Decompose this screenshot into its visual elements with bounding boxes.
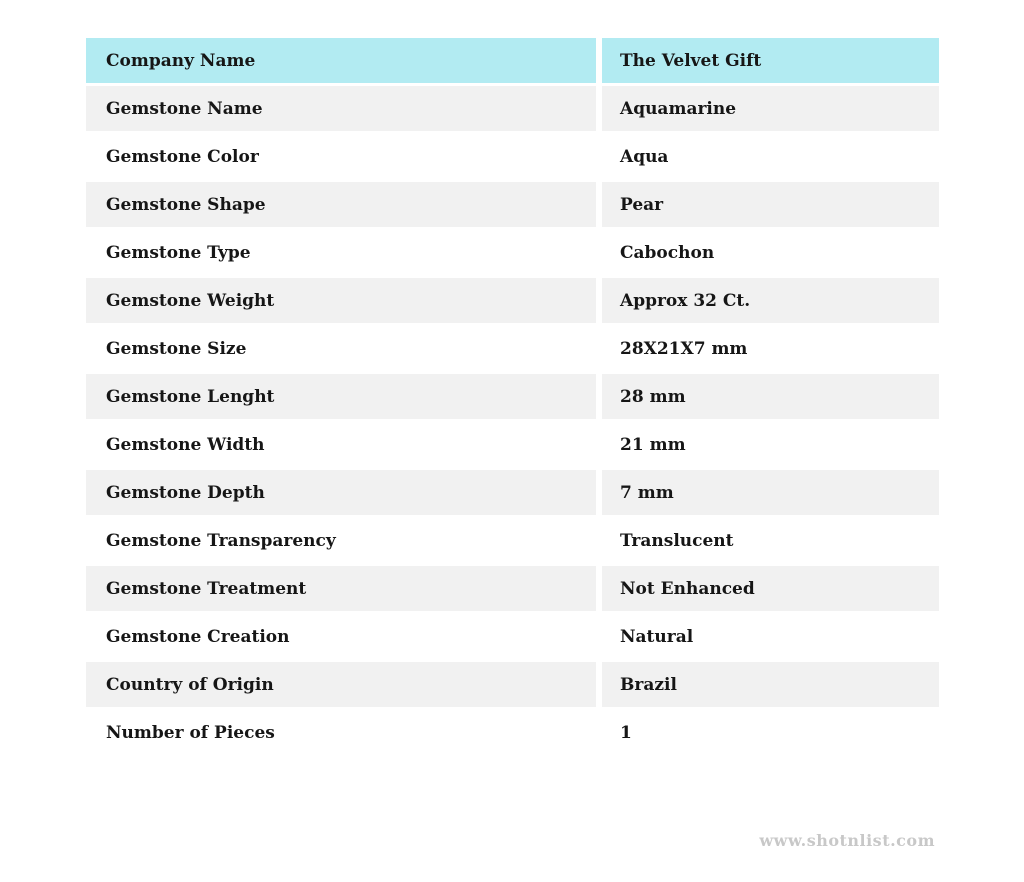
table-body: Gemstone Name Aquamarine Gemstone Color … — [86, 86, 939, 758]
table-row: Country of Origin Brazil — [86, 662, 939, 710]
row-label-cell: Gemstone Creation — [86, 614, 602, 662]
row-value-cell: Cabochon — [602, 230, 939, 278]
row-value-cell: Approx 32 Ct. — [602, 278, 939, 326]
row-label-cell: Gemstone Lenght — [86, 374, 602, 422]
row-label-cell: Gemstone Transparency — [86, 518, 602, 566]
table-row: Gemstone Color Aqua — [86, 134, 939, 182]
table-row: Gemstone Name Aquamarine — [86, 86, 939, 134]
row-value-cell: Translucent — [602, 518, 939, 566]
header-value-cell: The Velvet Gift — [602, 38, 939, 86]
table-row: Gemstone Size 28X21X7 mm — [86, 326, 939, 374]
table-row: Gemstone Type Cabochon — [86, 230, 939, 278]
row-label-cell: Gemstone Color — [86, 134, 602, 182]
row-value-cell: 28 mm — [602, 374, 939, 422]
row-value-cell: Aqua — [602, 134, 939, 182]
table-row: Number of Pieces 1 — [86, 710, 939, 758]
table-row: Gemstone Treatment Not Enhanced — [86, 566, 939, 614]
row-value-cell: 7 mm — [602, 470, 939, 518]
row-label-cell: Gemstone Name — [86, 86, 602, 134]
row-value-cell: 1 — [602, 710, 939, 758]
website-watermark: www.shotnlist.com — [759, 831, 935, 850]
row-value-cell: Not Enhanced — [602, 566, 939, 614]
row-label-cell: Gemstone Type — [86, 230, 602, 278]
row-label-cell: Gemstone Size — [86, 326, 602, 374]
row-value-cell: 28X21X7 mm — [602, 326, 939, 374]
row-value-cell: Brazil — [602, 662, 939, 710]
gemstone-details-table: Company Name The Velvet Gift Gemstone Na… — [86, 38, 939, 758]
table-row: Gemstone Weight Approx 32 Ct. — [86, 278, 939, 326]
row-label-cell: Number of Pieces — [86, 710, 602, 758]
row-value-cell: Pear — [602, 182, 939, 230]
row-label-cell: Gemstone Weight — [86, 278, 602, 326]
row-value-cell: Natural — [602, 614, 939, 662]
table-row: Gemstone Depth 7 mm — [86, 470, 939, 518]
row-label-cell: Gemstone Width — [86, 422, 602, 470]
row-label-cell: Gemstone Depth — [86, 470, 602, 518]
row-label-cell: Country of Origin — [86, 662, 602, 710]
table-row: Gemstone Transparency Translucent — [86, 518, 939, 566]
row-value-cell: 21 mm — [602, 422, 939, 470]
table-header-row: Company Name The Velvet Gift — [86, 38, 939, 86]
row-label-cell: Gemstone Shape — [86, 182, 602, 230]
table-header-row: Company Name The Velvet Gift — [86, 38, 939, 86]
table-row: Gemstone Lenght 28 mm — [86, 374, 939, 422]
table-row: Gemstone Creation Natural — [86, 614, 939, 662]
header-label-cell: Company Name — [86, 38, 602, 86]
row-label-cell: Gemstone Treatment — [86, 566, 602, 614]
row-value-cell: Aquamarine — [602, 86, 939, 134]
table-row: Gemstone Shape Pear — [86, 182, 939, 230]
table-row: Gemstone Width 21 mm — [86, 422, 939, 470]
